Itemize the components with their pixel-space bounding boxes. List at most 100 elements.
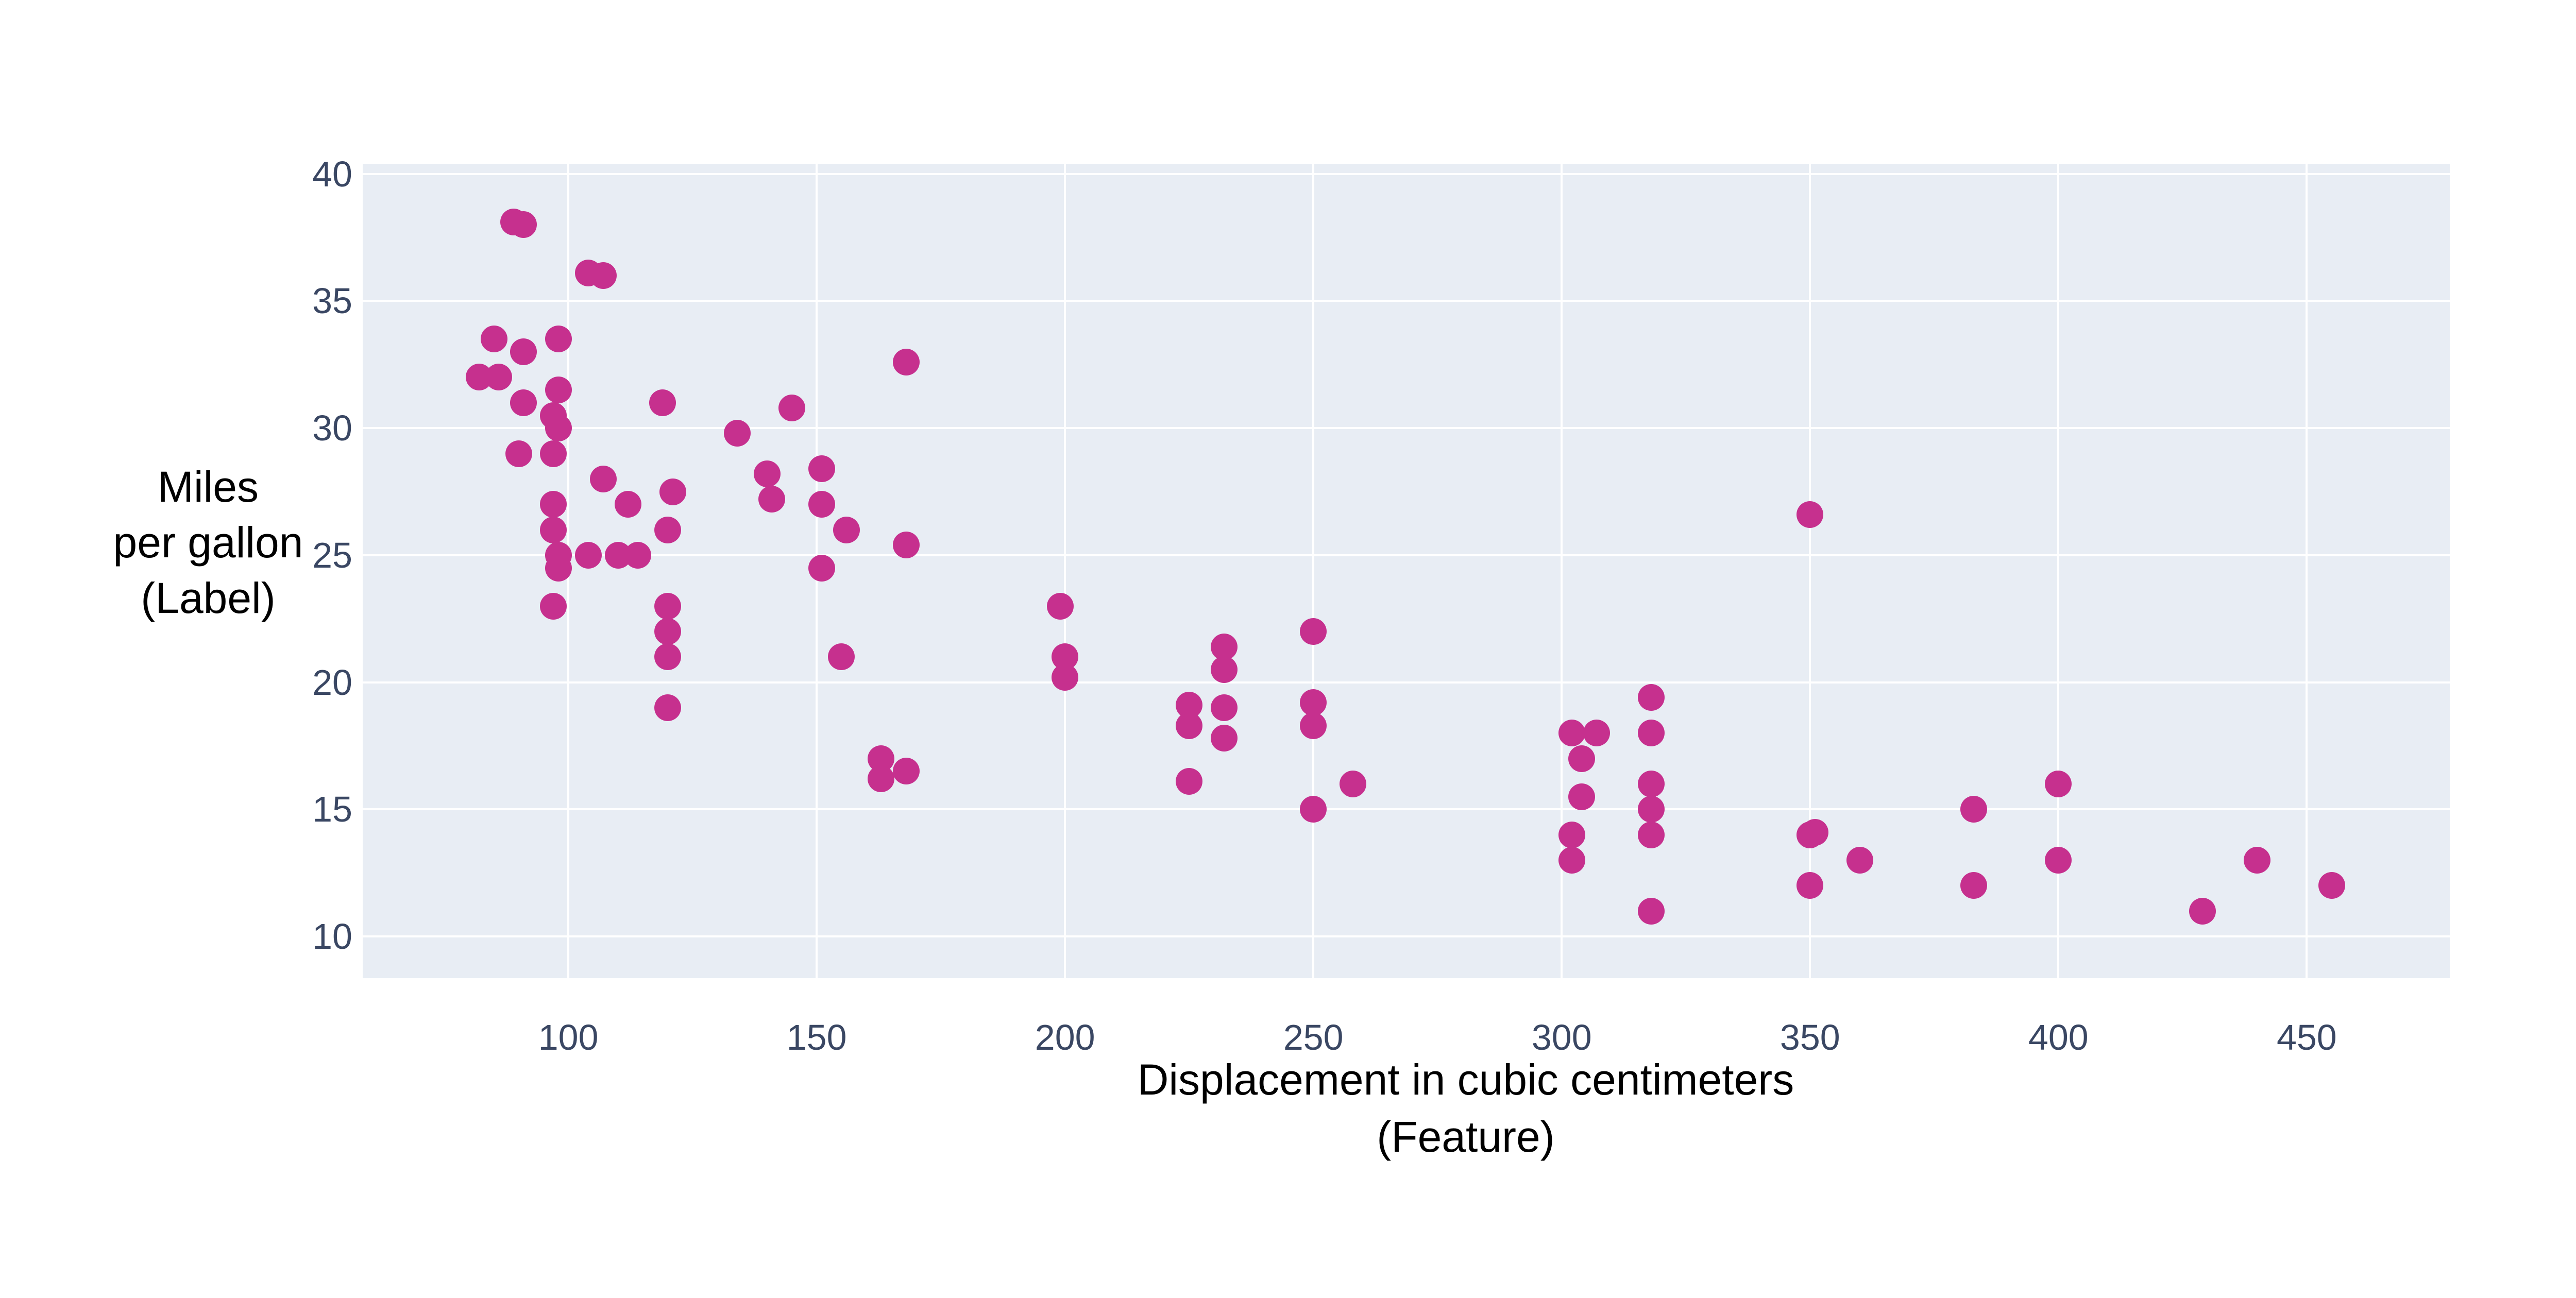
data-point[interactable]	[480, 326, 507, 353]
data-point[interactable]	[1210, 656, 1238, 683]
data-point[interactable]	[778, 394, 805, 421]
data-point[interactable]	[1210, 694, 1238, 721]
data-point[interactable]	[505, 440, 532, 467]
data-point[interactable]	[1210, 633, 1238, 660]
data-point[interactable]	[654, 618, 681, 645]
data-point[interactable]	[654, 592, 681, 620]
data-point[interactable]	[624, 541, 652, 569]
data-point[interactable]	[545, 554, 572, 582]
data-point[interactable]	[2189, 897, 2216, 925]
x-tick-label: 250	[1283, 1017, 1344, 1057]
x-gridline	[1561, 164, 1563, 978]
data-point[interactable]	[1558, 847, 1585, 874]
data-point[interactable]	[540, 516, 567, 543]
data-point[interactable]	[1797, 501, 1824, 528]
data-point[interactable]	[654, 694, 681, 721]
y-gridline	[363, 935, 2450, 938]
x-tick-label: 350	[1780, 1017, 1840, 1057]
x-axis-title-line2: (Feature)	[1377, 1113, 1555, 1161]
data-point[interactable]	[540, 592, 567, 620]
data-point[interactable]	[545, 326, 572, 353]
data-point[interactable]	[808, 491, 835, 518]
y-axis-title-line1: Miles	[157, 463, 259, 511]
data-point[interactable]	[1637, 771, 1665, 797]
y-axis-title: Miles per gallon (Label)	[113, 459, 303, 626]
data-point[interactable]	[1558, 720, 1585, 747]
data-point[interactable]	[659, 478, 686, 505]
x-gridline	[1809, 164, 1811, 978]
data-point[interactable]	[1046, 592, 1074, 620]
y-tick-label: 10	[312, 916, 352, 957]
y-tick-label: 20	[312, 662, 352, 703]
data-point[interactable]	[1583, 720, 1610, 747]
plot-area[interactable]	[363, 164, 2450, 978]
data-point[interactable]	[510, 338, 537, 366]
data-point[interactable]	[1568, 745, 1595, 772]
data-point[interactable]	[1052, 663, 1079, 691]
data-point[interactable]	[654, 516, 681, 543]
data-point[interactable]	[1300, 618, 1327, 645]
data-point[interactable]	[758, 486, 786, 513]
y-tick-label: 40	[312, 153, 352, 194]
data-point[interactable]	[614, 491, 641, 518]
data-point[interactable]	[1558, 821, 1585, 848]
data-point[interactable]	[649, 389, 676, 416]
x-tick-label: 100	[538, 1017, 599, 1057]
data-point[interactable]	[485, 364, 513, 391]
data-point[interactable]	[808, 554, 835, 582]
data-point[interactable]	[833, 516, 860, 543]
x-tick-label: 400	[2028, 1017, 2089, 1057]
data-point[interactable]	[1801, 818, 1828, 846]
data-point[interactable]	[1568, 783, 1595, 810]
data-point[interactable]	[828, 643, 855, 671]
data-point[interactable]	[574, 541, 602, 569]
data-point[interactable]	[1637, 821, 1665, 848]
data-point[interactable]	[868, 765, 895, 793]
x-gridline	[1312, 164, 1315, 978]
data-point[interactable]	[1637, 684, 1665, 711]
data-point[interactable]	[892, 758, 920, 785]
data-point[interactable]	[1300, 796, 1327, 823]
data-point[interactable]	[545, 415, 572, 442]
data-point[interactable]	[540, 440, 567, 467]
data-point[interactable]	[545, 377, 572, 404]
data-point[interactable]	[1637, 897, 1665, 925]
x-tick-label: 150	[786, 1017, 847, 1057]
data-point[interactable]	[510, 389, 537, 416]
data-point[interactable]	[589, 262, 617, 289]
data-point[interactable]	[892, 348, 920, 375]
data-point[interactable]	[808, 455, 835, 483]
data-point[interactable]	[654, 643, 681, 671]
data-point[interactable]	[2243, 847, 2270, 874]
data-point[interactable]	[1960, 796, 1988, 823]
data-point[interactable]	[1960, 872, 1988, 899]
x-gridline	[2306, 164, 2308, 978]
data-point[interactable]	[1797, 872, 1824, 899]
y-gridline	[363, 173, 2450, 175]
y-gridline	[363, 427, 2450, 430]
y-tick-label: 15	[312, 789, 352, 830]
data-point[interactable]	[753, 460, 781, 487]
data-point[interactable]	[1300, 689, 1327, 716]
data-point[interactable]	[1210, 725, 1238, 752]
data-point[interactable]	[892, 532, 920, 559]
data-point[interactable]	[589, 465, 617, 492]
data-point[interactable]	[723, 420, 751, 447]
data-point[interactable]	[2045, 847, 2072, 874]
data-point[interactable]	[1176, 768, 1203, 795]
data-point[interactable]	[1300, 712, 1327, 739]
data-point[interactable]	[1637, 796, 1665, 823]
x-tick-label: 200	[1035, 1017, 1095, 1057]
x-tick-label: 450	[2276, 1017, 2337, 1057]
y-axis-title-line3: (Label)	[141, 574, 276, 622]
data-point[interactable]	[1176, 712, 1203, 739]
data-point[interactable]	[1340, 771, 1367, 797]
data-point[interactable]	[540, 491, 567, 518]
data-point[interactable]	[510, 211, 537, 238]
data-point[interactable]	[1637, 720, 1665, 747]
data-point[interactable]	[2318, 872, 2345, 899]
y-axis-title-line2: per gallon	[113, 518, 303, 567]
data-point[interactable]	[1846, 847, 1873, 874]
data-point[interactable]	[2045, 771, 2072, 797]
y-tick-label: 30	[312, 408, 352, 449]
